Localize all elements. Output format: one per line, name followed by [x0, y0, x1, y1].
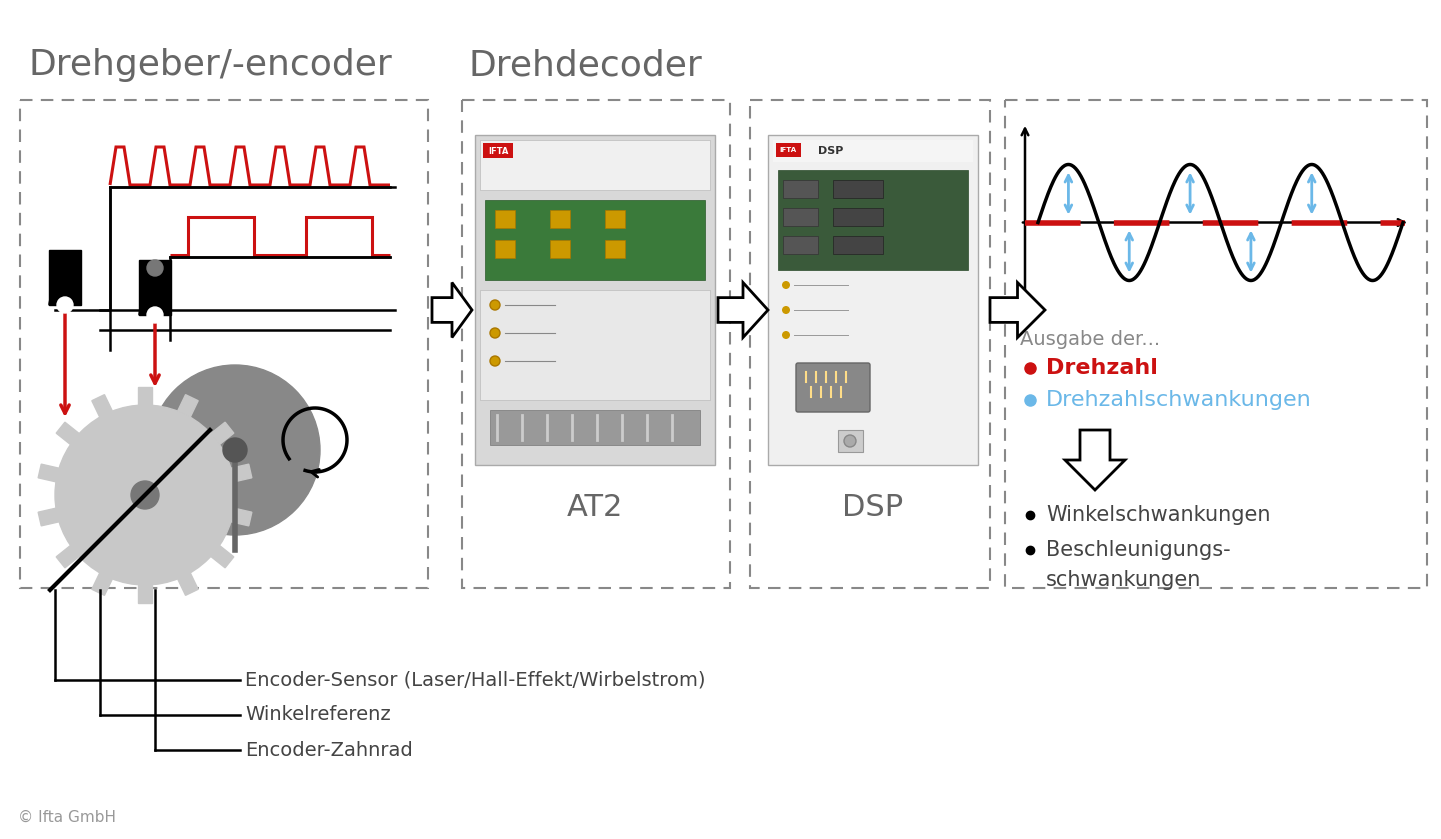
- Bar: [550, 210, 571, 228]
- Circle shape: [782, 281, 790, 289]
- Bar: [833, 180, 883, 198]
- Text: Encoder-Sensor (Laser/Hall-Effekt/Wirbelstrom): Encoder-Sensor (Laser/Hall-Effekt/Wirbel…: [245, 670, 706, 690]
- Bar: [833, 236, 883, 254]
- Text: Winkelreferenz: Winkelreferenz: [245, 706, 391, 725]
- Text: Winkelschwankungen: Winkelschwankungen: [1046, 505, 1271, 525]
- Polygon shape: [231, 508, 252, 526]
- Bar: [605, 210, 625, 228]
- Polygon shape: [432, 283, 473, 337]
- Bar: [20, 100, 428, 588]
- Text: IFTA: IFTA: [488, 147, 509, 155]
- FancyBboxPatch shape: [795, 363, 870, 412]
- Circle shape: [782, 331, 790, 339]
- Bar: [138, 260, 171, 315]
- Text: Drehgeber/-encoder: Drehgeber/-encoder: [27, 48, 392, 82]
- Bar: [1004, 100, 1427, 588]
- Bar: [483, 143, 513, 158]
- Polygon shape: [990, 283, 1045, 337]
- Bar: [476, 135, 715, 465]
- Text: Ausgabe der...: Ausgabe der...: [1020, 330, 1160, 349]
- Polygon shape: [177, 573, 199, 596]
- Polygon shape: [138, 585, 151, 603]
- Text: Drehzahlschwankungen: Drehzahlschwankungen: [1046, 390, 1311, 410]
- Text: Drehdecoder: Drehdecoder: [468, 48, 702, 82]
- Bar: [496, 240, 514, 258]
- Polygon shape: [92, 394, 112, 417]
- Bar: [772, 140, 973, 162]
- Text: IFTA: IFTA: [780, 147, 797, 153]
- Bar: [782, 208, 818, 226]
- Wedge shape: [49, 289, 81, 305]
- Bar: [605, 240, 625, 258]
- Circle shape: [490, 328, 500, 338]
- Polygon shape: [56, 545, 79, 568]
- Bar: [486, 200, 705, 280]
- Circle shape: [147, 260, 163, 276]
- Circle shape: [147, 307, 163, 323]
- Polygon shape: [92, 573, 112, 596]
- Text: DSP: DSP: [818, 146, 843, 156]
- Bar: [782, 236, 818, 254]
- Polygon shape: [37, 508, 59, 526]
- Text: Drehzahl: Drehzahl: [1046, 358, 1159, 378]
- Circle shape: [490, 300, 500, 310]
- Bar: [490, 410, 700, 445]
- Text: AT2: AT2: [566, 493, 623, 522]
- Polygon shape: [231, 464, 252, 482]
- Polygon shape: [56, 422, 79, 445]
- Text: Beschleunigungs-: Beschleunigungs-: [1046, 540, 1231, 560]
- Circle shape: [55, 405, 235, 585]
- Bar: [839, 430, 863, 452]
- Bar: [496, 210, 514, 228]
- Wedge shape: [138, 299, 171, 315]
- Polygon shape: [1065, 430, 1125, 490]
- Bar: [480, 140, 710, 190]
- Bar: [49, 250, 81, 305]
- Circle shape: [490, 356, 500, 366]
- Circle shape: [844, 435, 856, 447]
- Polygon shape: [210, 422, 233, 445]
- Text: schwankungen: schwankungen: [1046, 570, 1202, 590]
- Circle shape: [150, 365, 320, 535]
- Polygon shape: [177, 394, 199, 417]
- Bar: [480, 290, 710, 400]
- Text: © Ifta GmbH: © Ifta GmbH: [17, 810, 115, 825]
- Bar: [833, 208, 883, 226]
- Polygon shape: [718, 283, 768, 337]
- Polygon shape: [37, 464, 59, 482]
- Circle shape: [223, 438, 246, 462]
- Circle shape: [782, 306, 790, 314]
- Text: Encoder-Zahnrad: Encoder-Zahnrad: [245, 741, 412, 759]
- Bar: [768, 135, 978, 465]
- Bar: [782, 180, 818, 198]
- Text: DSP: DSP: [843, 493, 904, 522]
- Circle shape: [131, 481, 159, 509]
- Polygon shape: [210, 545, 233, 568]
- Bar: [463, 100, 731, 588]
- Bar: [749, 100, 990, 588]
- Bar: [777, 143, 801, 157]
- Circle shape: [58, 297, 73, 313]
- Bar: [550, 240, 571, 258]
- Bar: [778, 170, 968, 270]
- Polygon shape: [138, 387, 151, 405]
